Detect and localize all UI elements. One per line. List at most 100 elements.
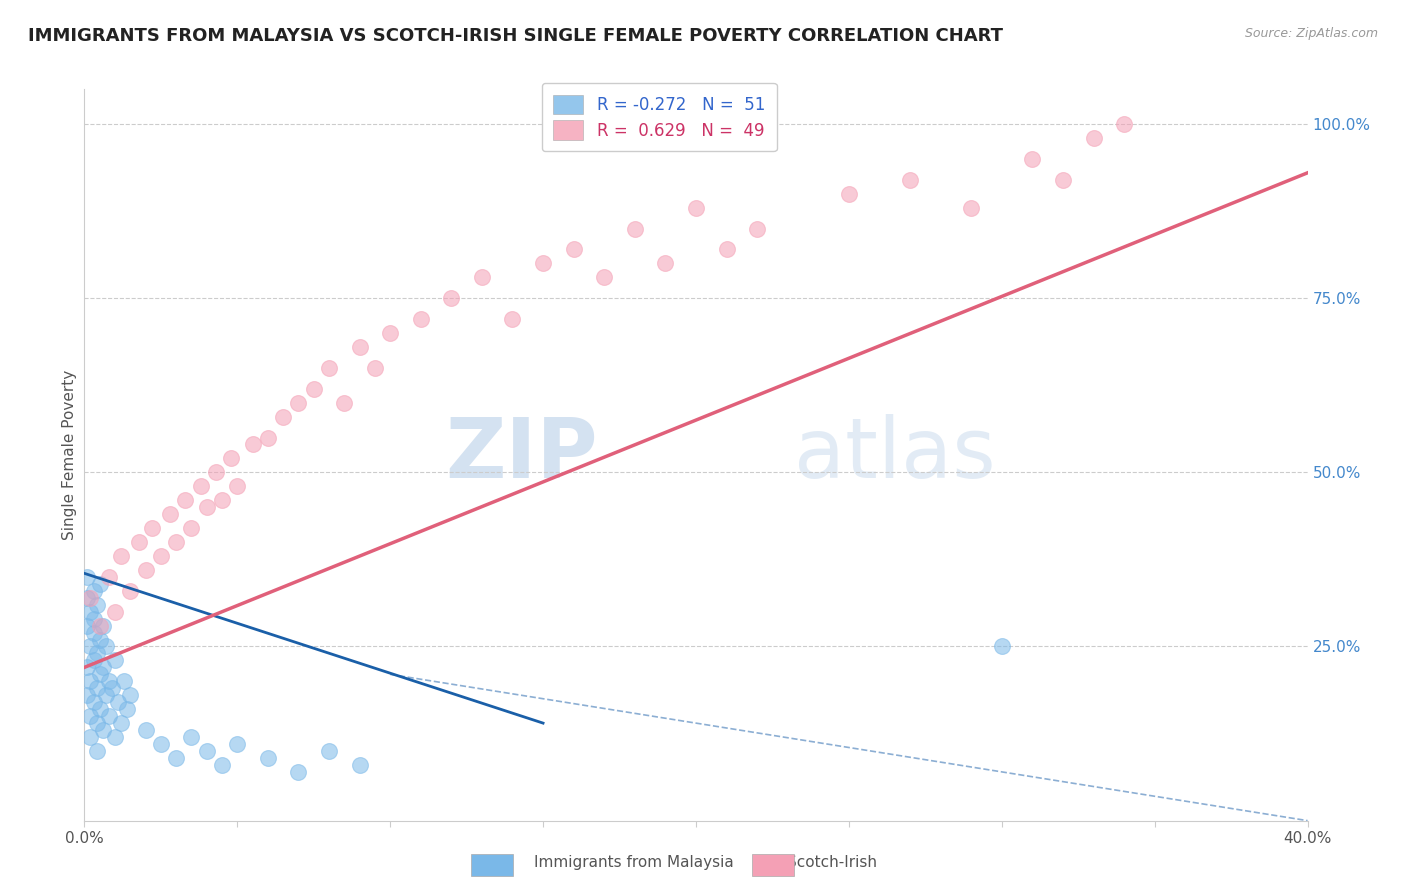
Point bbox=[110, 716, 132, 731]
Point bbox=[287, 395, 309, 409]
Point bbox=[79, 591, 101, 605]
Point bbox=[333, 395, 356, 409]
Point bbox=[318, 744, 340, 758]
Point bbox=[97, 709, 120, 723]
Point bbox=[211, 493, 233, 508]
Point bbox=[180, 521, 202, 535]
Point bbox=[1021, 152, 1043, 166]
Point bbox=[562, 243, 585, 257]
Point bbox=[97, 570, 120, 584]
Point bbox=[165, 535, 187, 549]
Point bbox=[1052, 173, 1074, 187]
Point bbox=[89, 667, 111, 681]
Point bbox=[195, 744, 218, 758]
Point bbox=[110, 549, 132, 563]
Point bbox=[149, 737, 172, 751]
Point bbox=[440, 291, 463, 305]
Text: Source: ZipAtlas.com: Source: ZipAtlas.com bbox=[1244, 27, 1378, 40]
Point bbox=[120, 688, 142, 702]
Point bbox=[89, 632, 111, 647]
Text: ZIP: ZIP bbox=[446, 415, 598, 495]
Point bbox=[104, 653, 127, 667]
Point bbox=[165, 751, 187, 765]
Point bbox=[898, 173, 921, 187]
Point bbox=[86, 647, 108, 661]
Point bbox=[349, 340, 371, 354]
Point bbox=[502, 312, 524, 326]
Point bbox=[89, 618, 111, 632]
Point bbox=[76, 570, 98, 584]
Point bbox=[83, 583, 105, 598]
Point bbox=[174, 493, 197, 508]
Point bbox=[128, 535, 150, 549]
Point bbox=[226, 479, 249, 493]
Y-axis label: Single Female Poverty: Single Female Poverty bbox=[62, 370, 77, 540]
Point bbox=[685, 201, 707, 215]
Point bbox=[219, 451, 242, 466]
Point bbox=[91, 660, 114, 674]
Text: atlas: atlas bbox=[794, 415, 995, 495]
Point bbox=[79, 674, 101, 689]
Point bbox=[991, 640, 1014, 654]
Point bbox=[271, 409, 294, 424]
Point bbox=[349, 758, 371, 772]
Point bbox=[86, 716, 108, 731]
Point bbox=[101, 681, 124, 696]
Point bbox=[83, 653, 105, 667]
Point bbox=[190, 479, 212, 493]
Point bbox=[89, 702, 111, 716]
Point bbox=[716, 243, 738, 257]
Point bbox=[149, 549, 172, 563]
Point bbox=[76, 688, 98, 702]
Point bbox=[593, 270, 616, 285]
Point bbox=[409, 312, 432, 326]
Point bbox=[364, 360, 387, 375]
Point bbox=[257, 751, 280, 765]
Point bbox=[94, 688, 117, 702]
Point bbox=[76, 618, 98, 632]
Point bbox=[226, 737, 249, 751]
Point bbox=[97, 674, 120, 689]
Point bbox=[159, 507, 181, 521]
Legend: R = -0.272   N =  51, R =  0.629   N =  49: R = -0.272 N = 51, R = 0.629 N = 49 bbox=[541, 83, 776, 152]
Point bbox=[83, 612, 105, 626]
Point bbox=[141, 521, 163, 535]
Point bbox=[747, 221, 769, 235]
Text: Immigrants from Malaysia: Immigrants from Malaysia bbox=[534, 855, 734, 870]
Point bbox=[79, 640, 101, 654]
Point bbox=[83, 625, 105, 640]
Point bbox=[107, 695, 129, 709]
Point bbox=[91, 723, 114, 737]
Point bbox=[211, 758, 233, 772]
Point bbox=[195, 500, 218, 515]
Point bbox=[471, 270, 494, 285]
Point bbox=[83, 695, 105, 709]
Point bbox=[960, 201, 983, 215]
Point bbox=[79, 605, 101, 619]
Point bbox=[1114, 117, 1136, 131]
Point bbox=[79, 709, 101, 723]
Text: IMMIGRANTS FROM MALAYSIA VS SCOTCH-IRISH SINGLE FEMALE POVERTY CORRELATION CHART: IMMIGRANTS FROM MALAYSIA VS SCOTCH-IRISH… bbox=[28, 27, 1002, 45]
Point bbox=[104, 605, 127, 619]
Point bbox=[531, 256, 554, 270]
Point bbox=[76, 591, 98, 605]
Point bbox=[86, 598, 108, 612]
Point bbox=[180, 730, 202, 744]
Point bbox=[135, 563, 157, 577]
Point bbox=[104, 730, 127, 744]
Point bbox=[135, 723, 157, 737]
Point bbox=[120, 583, 142, 598]
Point bbox=[91, 618, 114, 632]
Text: Scotch-Irish: Scotch-Irish bbox=[787, 855, 877, 870]
Point bbox=[86, 744, 108, 758]
Point bbox=[242, 437, 264, 451]
Point bbox=[1083, 131, 1105, 145]
Point bbox=[838, 186, 860, 201]
Point bbox=[287, 764, 309, 779]
Point bbox=[257, 430, 280, 444]
Point bbox=[302, 382, 325, 396]
Point bbox=[624, 221, 647, 235]
Point bbox=[76, 660, 98, 674]
Point bbox=[205, 466, 228, 480]
Point bbox=[79, 730, 101, 744]
